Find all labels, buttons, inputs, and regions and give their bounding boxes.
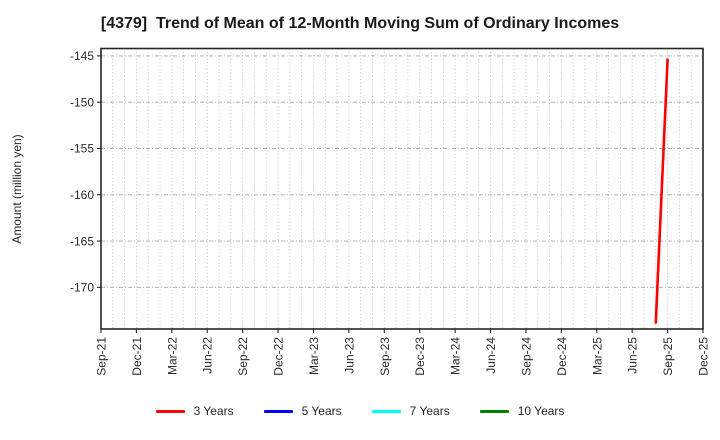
svg-text:-170: -170 xyxy=(70,281,94,295)
svg-text:Jun-23: Jun-23 xyxy=(342,337,356,374)
legend-label: 7 Years xyxy=(409,404,450,418)
svg-text:-155: -155 xyxy=(70,142,94,156)
legend-line-sample-icon xyxy=(263,409,293,413)
svg-text:Mar-24: Mar-24 xyxy=(449,337,463,375)
grid-horizontal xyxy=(101,55,703,288)
svg-text:Jun-22: Jun-22 xyxy=(201,337,215,374)
svg-text:-160: -160 xyxy=(70,188,94,202)
legend-item-10-years: 10 Years xyxy=(479,404,565,418)
grid-vertical xyxy=(100,48,704,329)
plot-frame xyxy=(100,47,704,330)
svg-text:Dec-23: Dec-23 xyxy=(413,337,427,376)
svg-text:Dec-25: Dec-25 xyxy=(697,337,711,376)
svg-text:Sep-21: Sep-21 xyxy=(95,337,109,376)
legend-item-5-years: 5 Years xyxy=(263,404,342,418)
legend: 3 Years 5 Years 7 Years 10 Years xyxy=(0,404,720,418)
svg-text:Jun-25: Jun-25 xyxy=(626,337,640,374)
svg-text:Mar-25: Mar-25 xyxy=(590,337,604,375)
svg-text:-165: -165 xyxy=(70,234,94,248)
legend-item-7-years: 7 Years xyxy=(371,404,450,418)
svg-text:Jun-24: Jun-24 xyxy=(484,337,498,374)
svg-text:Sep-23: Sep-23 xyxy=(378,337,392,376)
legend-line-sample-icon xyxy=(479,409,509,413)
series-line-3-years xyxy=(654,58,669,324)
chart-title: [4379] Trend of Mean of 12-Month Moving … xyxy=(100,15,620,32)
svg-text:Sep-25: Sep-25 xyxy=(661,337,675,376)
svg-text:Mar-22: Mar-22 xyxy=(165,337,179,375)
svg-text:Sep-24: Sep-24 xyxy=(519,337,533,376)
svg-text:Dec-21: Dec-21 xyxy=(130,337,144,376)
legend-label: 3 Years xyxy=(193,404,234,418)
svg-text:-150: -150 xyxy=(70,95,94,109)
legend-label: 5 Years xyxy=(301,404,342,418)
y-tick-labels: -145 -150 -155 -160 -165 -170 xyxy=(70,49,101,295)
svg-text:Dec-24: Dec-24 xyxy=(555,337,569,376)
legend-item-3-years: 3 Years xyxy=(155,404,234,418)
svg-text:Mar-23: Mar-23 xyxy=(307,337,321,375)
legend-line-sample-icon xyxy=(371,409,401,413)
svg-text:Sep-22: Sep-22 xyxy=(236,337,250,376)
x-tick-labels: Sep-21 Dec-21 Mar-22 Jun-22 Sep-22 Dec-22 Mar-… xyxy=(95,329,711,376)
legend-line-sample-icon xyxy=(155,409,185,413)
svg-text:-145: -145 xyxy=(70,49,94,63)
legend-label: 10 Years xyxy=(517,404,565,418)
svg-text:Dec-22: Dec-22 xyxy=(272,337,286,376)
